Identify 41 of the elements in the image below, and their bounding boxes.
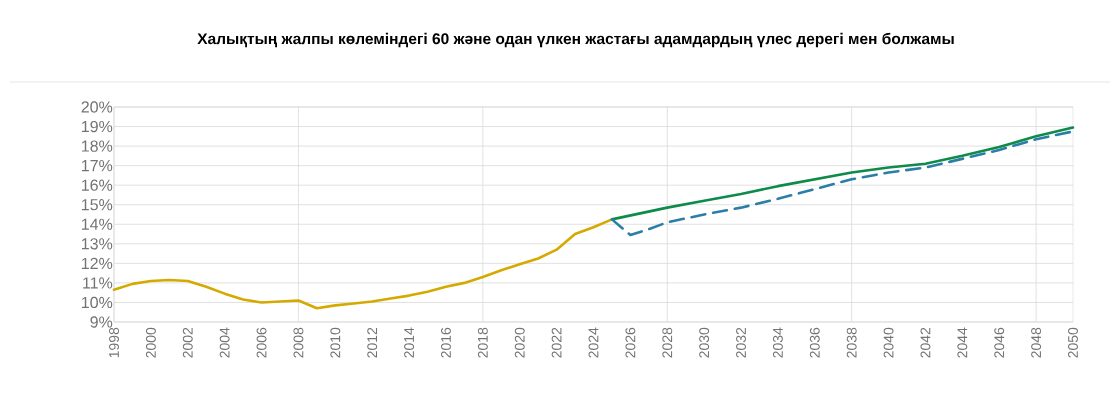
x-tick-label: 2018 xyxy=(477,327,488,358)
x-tick-label: 2026 xyxy=(625,327,636,358)
chart-title: Халықтың жалпы көлеміндегі 60 және одан үлкен жастағы адамдардың үлес дерегі мен болжамы xyxy=(197,32,954,48)
y-tick-label: 12% xyxy=(82,257,113,269)
y-tick-label: 19% xyxy=(82,120,113,133)
x-tick-label: 2006 xyxy=(256,327,267,358)
x-tick-label: 2028 xyxy=(662,327,673,358)
x-tick-label: 2040 xyxy=(883,327,894,358)
x-tick-label: 2004 xyxy=(219,327,230,358)
x-tick-label: 2038 xyxy=(846,327,857,358)
y-tick-label: 16% xyxy=(82,179,113,191)
x-tick-label: 2050 xyxy=(1068,327,1078,358)
y-tick-label: 20% xyxy=(81,101,113,113)
x-tick-label: 2036 xyxy=(809,327,820,358)
x-tick-label: 1998 xyxy=(109,327,119,358)
y-tick-label: 17% xyxy=(82,160,113,172)
x-tick-label: 2020 xyxy=(514,327,525,358)
x-tick-label: 2012 xyxy=(367,327,378,358)
x-tick-label: 2048 xyxy=(1031,327,1042,358)
line-series xyxy=(112,218,614,310)
y-tick-label: 10% xyxy=(82,296,113,309)
y-tick-label: 11% xyxy=(83,277,113,289)
y-tick-label: 18% xyxy=(82,140,113,152)
y-tick-label: 14% xyxy=(82,218,113,230)
x-tick-label: 2044 xyxy=(957,327,968,358)
y-tick-label: 13% xyxy=(82,238,113,250)
x-tick-label: 2000 xyxy=(145,327,156,358)
x-tick-label: 2034 xyxy=(772,327,783,358)
x-tick-label: 2042 xyxy=(920,327,931,358)
x-tick-label: 2008 xyxy=(293,327,304,358)
x-tick-label: 2024 xyxy=(588,327,599,358)
x-tick-label: 2002 xyxy=(182,327,193,358)
x-tick-label: 2016 xyxy=(441,327,451,358)
x-tick-label: 2022 xyxy=(551,327,562,358)
y-tick-label: 9% xyxy=(90,316,113,328)
x-tick-label: 2032 xyxy=(736,327,746,358)
x-tick-label: 2030 xyxy=(699,327,710,358)
y-tick-label: 15% xyxy=(82,199,113,211)
x-tick-label: 2010 xyxy=(330,327,341,358)
x-tick-label: 2046 xyxy=(994,327,1005,358)
x-tick-label: 2014 xyxy=(404,327,415,358)
